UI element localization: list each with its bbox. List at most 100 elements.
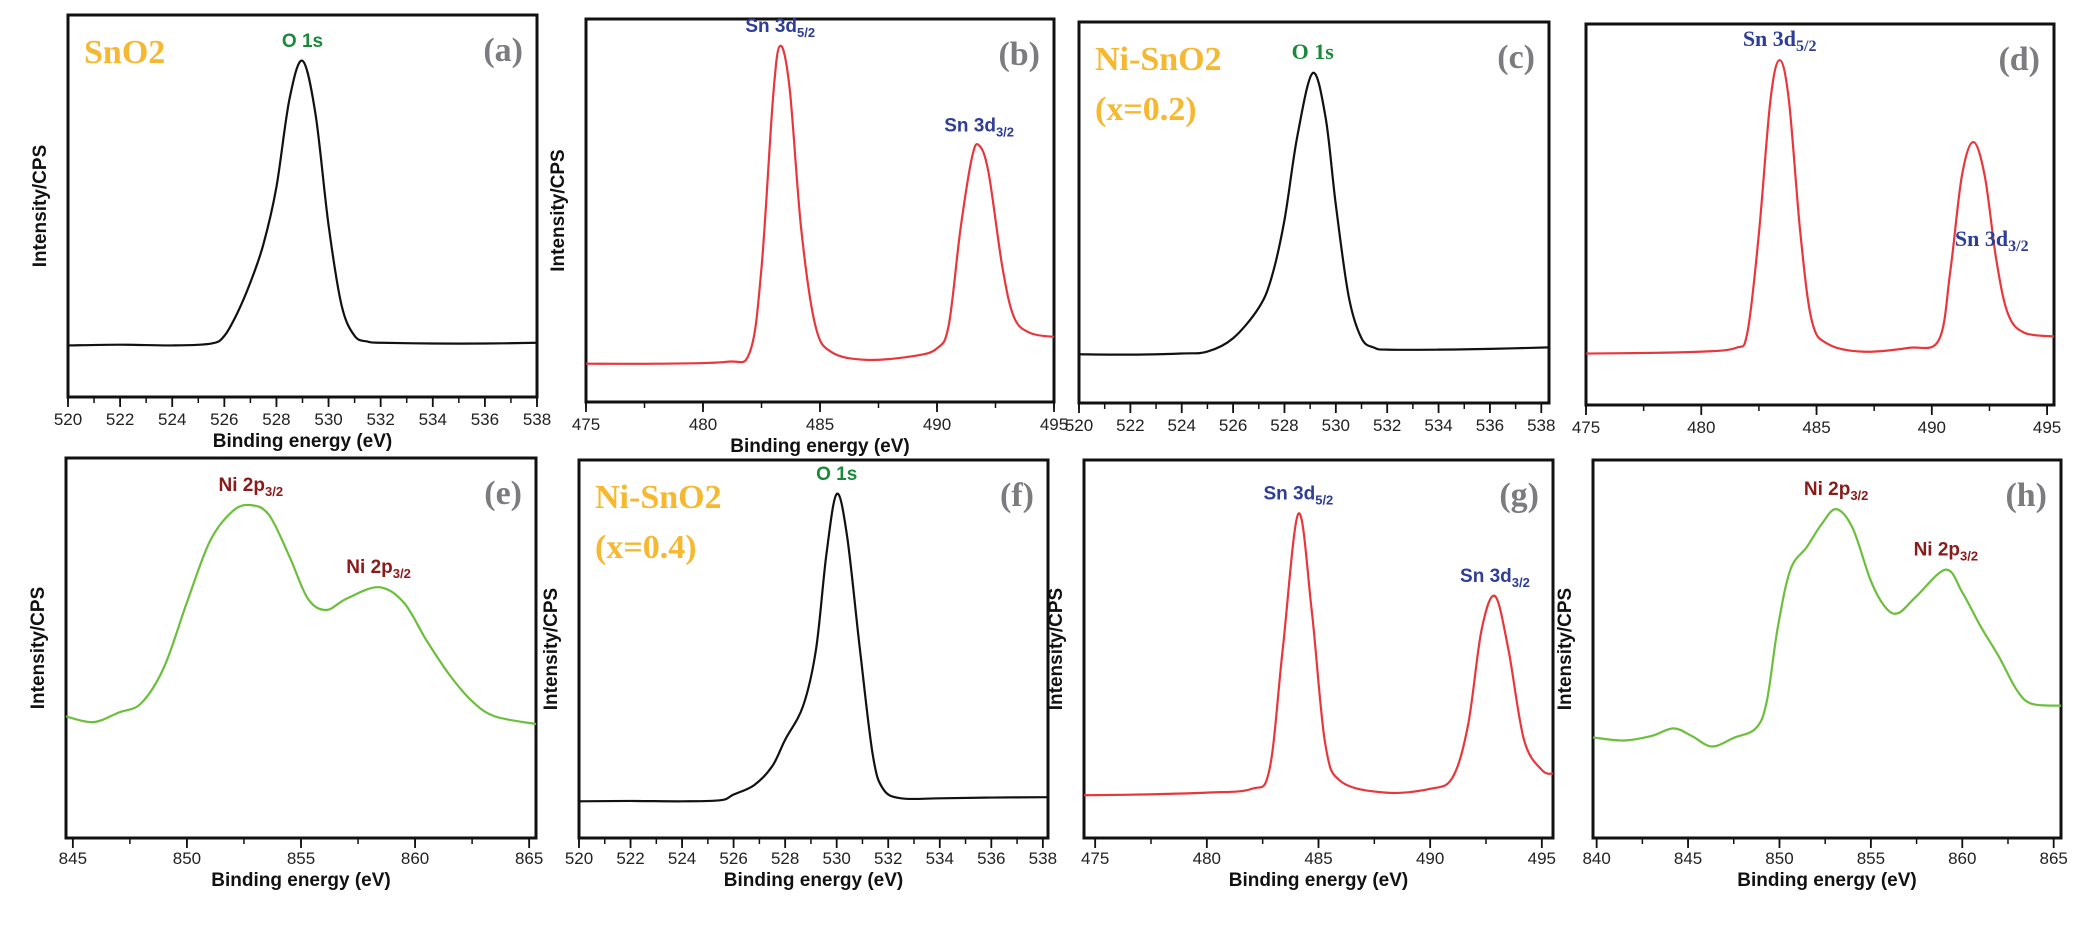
- plot-frame: [577, 458, 1050, 840]
- x-tick-label: 490: [1918, 418, 1946, 437]
- x-tick-label: 526: [210, 410, 238, 429]
- x-tick-label: 495: [1528, 849, 1556, 868]
- panel-g: 475 480 485 490 495 Binding energy (eV) Intens…: [1046, 458, 1556, 891]
- x-tick-label: 522: [106, 410, 134, 429]
- x-axis-label: Binding energy (eV): [1229, 870, 1408, 891]
- y-axis-label: Intensity/CPS: [28, 587, 49, 709]
- x-tick-label: 538: [1029, 849, 1057, 868]
- peak-label-main: Sn 3d: [1460, 566, 1512, 587]
- spectrum-line: [1585, 59, 2055, 355]
- plot-frame: [64, 456, 538, 840]
- peak-label-main: Sn 3d: [944, 115, 996, 136]
- x-tick-label: 855: [1857, 849, 1885, 868]
- x-tick-label: 475: [1572, 418, 1600, 437]
- x-tick-label: 530: [314, 410, 342, 429]
- peak-label-subscript: 3/2: [996, 124, 1014, 139]
- peak-label-subscript: 3/2: [1512, 575, 1530, 590]
- peak-label: Ni 2p3/2: [219, 475, 284, 499]
- panel-letter: (b): [998, 36, 1040, 73]
- x-tick-label: 538: [523, 410, 551, 429]
- panel-h: 840 845 850 855 860 865 Binding energy (eV) Int…: [1555, 458, 2068, 891]
- peak-label-main: Ni 2p: [346, 557, 392, 578]
- y-axis-label: Intensity/CPS: [30, 145, 51, 267]
- spectrum-line: [585, 44, 1055, 365]
- x-tick-label: 490: [1416, 849, 1444, 868]
- sample-label: Ni-SnO2: [595, 479, 722, 516]
- sample-label: (x=0.2): [1095, 91, 1197, 128]
- x-tick-label: 520: [565, 849, 593, 868]
- x-tick-label: 840: [1582, 849, 1610, 868]
- x-tick-label: 526: [719, 849, 747, 868]
- sample-label: SnO2: [84, 34, 165, 71]
- x-tick-label: 475: [572, 415, 600, 434]
- x-tick-label: 865: [2040, 849, 2068, 868]
- x-tick-label: 532: [1373, 416, 1401, 435]
- plot-frame: [1584, 22, 2056, 407]
- panel-c: 520 522 524 526 528 530 532 534 536 538 (c) Ni-SnO2…: [1065, 20, 1555, 435]
- x-tick-label: 524: [668, 849, 696, 868]
- x-tick-label: 536: [1476, 416, 1504, 435]
- peak-label: Sn 3d3/2: [944, 115, 1014, 139]
- x-tick-label: 530: [823, 849, 851, 868]
- peak-label: O 1s: [816, 464, 857, 485]
- y-axis-label: Intensity/CPS: [1046, 588, 1067, 710]
- peak-label-main: O 1s: [1292, 39, 1335, 64]
- panel-b: 475 480 485 490 495 Binding energy (eV) Intens…: [548, 16, 1068, 457]
- x-tick-label: 536: [977, 849, 1005, 868]
- peak-label: Ni 2p3/2: [1914, 540, 1979, 564]
- x-tick-label: 855: [287, 849, 315, 868]
- x-tick-label: 850: [173, 849, 201, 868]
- peak-label-main: Ni 2p: [219, 475, 265, 496]
- panel-d: 475 480 485 490 495(d)Sn 3d5/2Sn 3d3/2: [1572, 22, 2061, 437]
- x-tick-label: 480: [689, 415, 717, 434]
- x-tick-label: 475: [1081, 849, 1109, 868]
- x-tick-label: 534: [1424, 416, 1452, 435]
- spectrum-line: [1592, 508, 2062, 748]
- plot-frame: [1082, 458, 1555, 840]
- peak-label-main: Ni 2p: [1914, 540, 1960, 561]
- x-tick-label: 495: [1040, 415, 1068, 434]
- spectrum-line: [65, 503, 537, 726]
- x-tick-label: 538: [1527, 416, 1555, 435]
- x-tick-label: 524: [1168, 416, 1196, 435]
- peak-label-main: Sn 3d: [745, 16, 797, 37]
- peak-label: Ni 2p3/2: [346, 557, 411, 581]
- x-tick-label: 526: [1219, 416, 1247, 435]
- peak-label: Sn 3d5/2: [1743, 26, 1817, 55]
- panel-e: 845 850 855 860 865 Binding energy (eV) Intens…: [28, 456, 543, 891]
- peak-label-subscript: 3/2: [1960, 549, 1978, 564]
- x-tick-label: 480: [1193, 849, 1221, 868]
- x-tick-label: 528: [262, 410, 290, 429]
- x-tick-label: 860: [1948, 849, 1976, 868]
- x-tick-label: 528: [1270, 416, 1298, 435]
- panel-letter: (a): [483, 32, 523, 69]
- peak-label: O 1s: [1292, 39, 1335, 64]
- y-axis-label: Intensity/CPS: [1555, 588, 1576, 710]
- peak-label: Sn 3d3/2: [1460, 566, 1530, 590]
- peak-label: O 1s: [282, 31, 323, 52]
- x-tick-label: 495: [2033, 418, 2061, 437]
- x-tick-label: 536: [471, 410, 499, 429]
- panel-letter: (f): [1000, 477, 1034, 514]
- x-axis-label: Binding energy (eV): [730, 436, 909, 457]
- x-tick-label: 485: [1304, 849, 1332, 868]
- peak-label-main: Sn 3d: [1263, 484, 1315, 505]
- peak-label-main: Sn 3d: [1743, 26, 1796, 51]
- peak-label: Sn 3d5/2: [745, 16, 815, 40]
- spectrum-line: [1078, 71, 1550, 356]
- peak-label-subscript: 3/2: [1850, 488, 1868, 503]
- x-axis-label: Binding energy (eV): [213, 431, 392, 452]
- sample-label: Ni-SnO2: [1095, 41, 1222, 78]
- x-tick-label: 860: [401, 849, 429, 868]
- spectrum-line: [1083, 512, 1554, 797]
- peak-label: Ni 2p3/2: [1804, 479, 1869, 503]
- x-tick-label: 532: [366, 410, 394, 429]
- x-tick-label: 865: [515, 849, 543, 868]
- x-axis-label: Binding energy (eV): [211, 870, 390, 891]
- plot-frame: [584, 17, 1056, 404]
- x-tick-label: 528: [771, 849, 799, 868]
- y-axis-label: Intensity/CPS: [541, 588, 562, 710]
- panel-letter: (e): [484, 475, 522, 512]
- x-tick-label: 850: [1765, 849, 1793, 868]
